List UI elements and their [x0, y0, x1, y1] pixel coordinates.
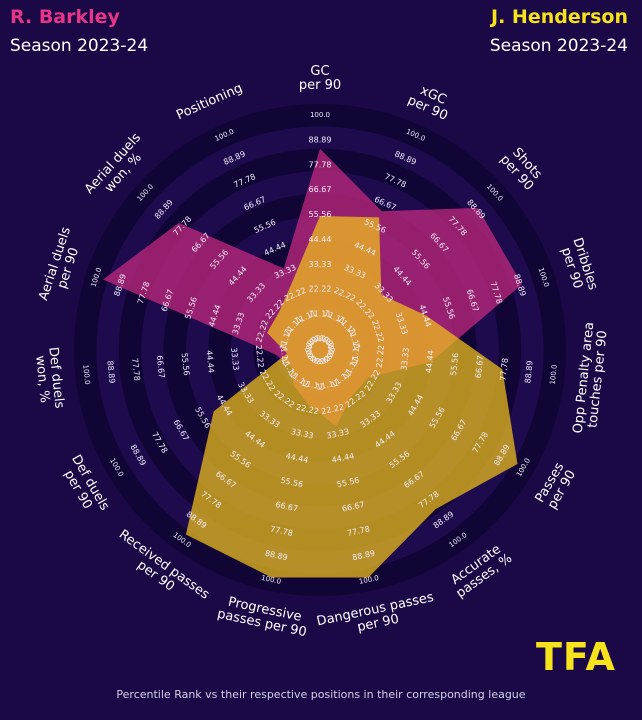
ring-tick-label: 0.0 — [315, 355, 329, 366]
category-label: Positioning — [174, 81, 245, 123]
ring-tick-label: 88.89 — [105, 360, 116, 384]
ring-tick-label: 100.0 — [549, 364, 559, 385]
ring-tick-label: 100.0 — [358, 574, 379, 586]
ring-tick-label: 66.67 — [155, 355, 166, 379]
ring-tick-label: 11.11 — [350, 342, 361, 366]
radar-series — [103, 148, 522, 578]
ring-tick-label: 66.67 — [474, 355, 485, 379]
category-label: Aerial duelsper 90 — [36, 225, 87, 307]
ring-tick-label: 0.0 — [303, 339, 315, 354]
category-label: Dribblesper 90 — [556, 236, 600, 296]
ring-tick-label: 44.44 — [204, 350, 215, 374]
category-label-line: Def duels — [45, 346, 66, 409]
ring-tick-label: 66.67 — [309, 185, 332, 194]
ring-tick-label: 33.33 — [309, 260, 332, 269]
ring-tick-label: 77.78 — [499, 358, 510, 382]
ring-tick-label: 33.33 — [400, 347, 411, 371]
category-label: Def duelswon, % — [31, 346, 66, 411]
ring-tick-label: 22.22 — [254, 345, 265, 369]
category-label: Dangerous passesper 90 — [315, 590, 438, 643]
ring-tick-label: 44.44 — [309, 235, 332, 244]
ring-tick-label: 88.89 — [309, 135, 332, 144]
tfa-logo: TFA — [536, 636, 616, 676]
ring-tick-label: 11.11 — [279, 342, 290, 366]
series-2-area — [185, 216, 518, 578]
category-label-line: Positioning — [174, 81, 245, 123]
category-label: GC per 90 — [299, 64, 341, 93]
ring-tick-label: 55.56 — [180, 352, 191, 376]
ring-tick-label: 22.22 — [309, 285, 332, 294]
logo-text: TFA — [536, 636, 616, 676]
category-label: Opp Penalty areatouches per 90 — [571, 321, 612, 435]
player2-name: J. Henderson — [491, 6, 628, 28]
ring-tick-label: 100.0 — [81, 364, 91, 385]
ring-tick-label: 100.0 — [310, 111, 330, 119]
ring-tick-label: 0.0 — [304, 344, 314, 358]
ring-tick-label: 0.0 — [314, 335, 327, 344]
ring-tick-label: 44.44 — [424, 350, 435, 374]
player2-season: Season 2023-24 — [489, 36, 628, 56]
ring-tick-label: 77.78 — [130, 358, 141, 382]
footer-note: Percentile Rank vs their respective posi… — [116, 688, 526, 701]
category-label-line: won, % — [32, 355, 52, 404]
ring-tick-label: 55.56 — [309, 210, 332, 219]
player1-season: Season 2023-24 — [10, 36, 149, 56]
ring-tick-label: 33.33 — [229, 347, 240, 371]
category-label: xGCper 90 — [405, 80, 455, 124]
ring-tick-label: 88.89 — [523, 360, 534, 384]
category-label: Shotsper 90 — [497, 143, 547, 194]
category-label-line: GC — [310, 64, 329, 79]
ring-tick-label: 0.0 — [326, 344, 336, 358]
category-label: Progressivepasses per 90 — [216, 593, 311, 640]
ring-tick-label: 0.0 — [311, 355, 325, 366]
ring-tick-label: 55.56 — [449, 352, 460, 376]
ring-tick-label: 0.0 — [324, 339, 336, 354]
category-label: Passesper 90 — [533, 460, 580, 512]
player1-name: R. Barkley — [10, 6, 120, 28]
ring-tick-label: 11.11 — [309, 310, 332, 319]
ring-tick-label: 100.0 — [260, 574, 281, 586]
category-label-line: per 90 — [299, 78, 341, 93]
ring-tick-label: 22.22 — [375, 345, 386, 369]
ring-tick-label: 77.78 — [309, 160, 332, 169]
